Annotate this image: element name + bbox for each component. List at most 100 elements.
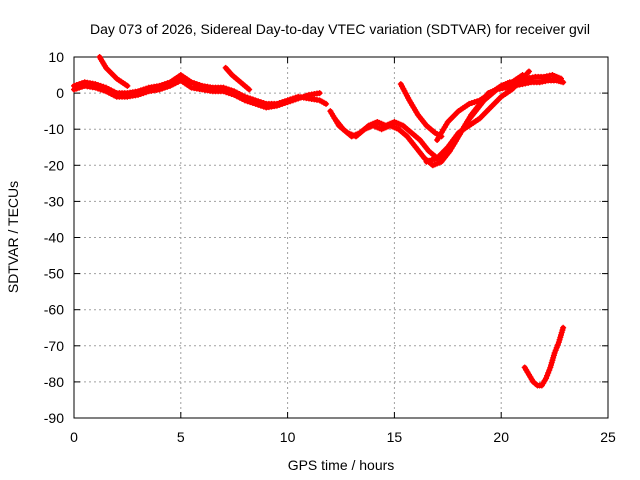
data-series-10 xyxy=(521,324,567,389)
data-point xyxy=(279,100,286,107)
y-tick-label: 10 xyxy=(48,49,64,65)
data-point xyxy=(428,156,435,163)
data-point xyxy=(73,85,80,92)
y-axis-title: SDTVAR / TECUs xyxy=(5,181,21,293)
data-point xyxy=(169,81,176,88)
data-point xyxy=(92,84,99,91)
data-point xyxy=(167,82,174,89)
y-tick-label: -10 xyxy=(44,121,64,137)
data-series-2 xyxy=(71,77,323,111)
data-point xyxy=(297,94,304,101)
data-point xyxy=(252,100,259,107)
data-point xyxy=(287,98,294,105)
data-point xyxy=(249,100,256,107)
data-point xyxy=(525,68,532,75)
data-point xyxy=(260,103,267,110)
data-point xyxy=(519,72,526,79)
data-point xyxy=(95,85,102,92)
x-tick-label: 25 xyxy=(600,429,616,445)
data-point xyxy=(247,99,254,106)
data-point xyxy=(231,91,238,98)
data-point xyxy=(241,97,248,104)
data-point xyxy=(135,91,142,98)
data-point xyxy=(316,90,323,97)
y-tick-label: -40 xyxy=(44,230,64,246)
y-tick-label: -80 xyxy=(44,374,64,390)
data-point xyxy=(246,86,253,93)
data-point xyxy=(500,81,507,88)
data-series-3 xyxy=(96,54,131,89)
data-point xyxy=(140,90,147,97)
data-point xyxy=(545,369,552,376)
data-point xyxy=(188,79,195,86)
data-point xyxy=(525,79,532,86)
data-point xyxy=(124,82,131,89)
y-tick-label: -70 xyxy=(44,338,64,354)
data-point xyxy=(468,100,475,107)
x-axis-title: GPS time / hours xyxy=(288,457,395,473)
data-point xyxy=(536,79,543,86)
data-point xyxy=(281,100,288,107)
y-tick-label: -60 xyxy=(44,302,64,318)
data-point xyxy=(220,88,227,95)
data-point xyxy=(137,91,144,98)
data-point xyxy=(543,375,550,382)
data-point xyxy=(71,86,77,93)
x-tick-label: 20 xyxy=(493,429,509,445)
grid xyxy=(74,57,608,418)
data-point xyxy=(292,96,299,103)
data-point xyxy=(164,83,171,90)
data-point xyxy=(554,341,561,348)
data-point xyxy=(239,95,246,102)
data-point xyxy=(156,86,163,93)
data-point xyxy=(542,78,549,85)
data-point xyxy=(236,94,243,101)
data-point xyxy=(303,92,310,99)
data-point xyxy=(506,80,513,87)
data-point xyxy=(161,84,168,91)
x-tick-label: 0 xyxy=(70,429,78,445)
data-point xyxy=(289,97,296,104)
data-point xyxy=(522,80,529,87)
data-point xyxy=(79,83,86,90)
data-point xyxy=(223,89,230,96)
data-point xyxy=(466,100,473,107)
data-point xyxy=(498,82,505,89)
data-point xyxy=(257,102,264,109)
axis-ticks: 0 5 10 15 20 25 10 0 -10 -20 -30 -40 -50 -60 -70 -80 -90 xyxy=(44,49,616,445)
data-series-4 xyxy=(222,64,253,93)
data-point xyxy=(560,324,567,331)
data-point xyxy=(244,98,251,105)
data-point xyxy=(108,91,115,98)
data-point xyxy=(431,155,438,162)
data-series-8 xyxy=(423,68,532,165)
y-tick-label: 0 xyxy=(56,85,64,101)
data-point xyxy=(474,98,481,105)
data-point xyxy=(76,84,83,91)
data-point xyxy=(143,89,150,96)
data-point xyxy=(100,87,107,94)
data-point xyxy=(159,85,166,92)
data-point xyxy=(103,88,110,95)
data-point xyxy=(255,101,262,108)
data-point xyxy=(273,102,280,109)
y-tick-label: -50 xyxy=(44,266,64,282)
data-point xyxy=(553,344,560,351)
data-point xyxy=(471,99,478,106)
data-point xyxy=(551,350,558,357)
data-point xyxy=(503,81,510,88)
data-point xyxy=(544,372,551,379)
data-point xyxy=(172,80,179,87)
data-series xyxy=(71,54,567,389)
data-point xyxy=(111,92,118,99)
data-point xyxy=(426,157,433,164)
data-point xyxy=(552,347,559,354)
x-tick-label: 5 xyxy=(177,429,185,445)
y-tick-label: -90 xyxy=(44,410,64,426)
data-point xyxy=(225,90,232,97)
data-point xyxy=(105,89,112,96)
data-point xyxy=(295,95,302,102)
data-series-9 xyxy=(434,72,526,144)
